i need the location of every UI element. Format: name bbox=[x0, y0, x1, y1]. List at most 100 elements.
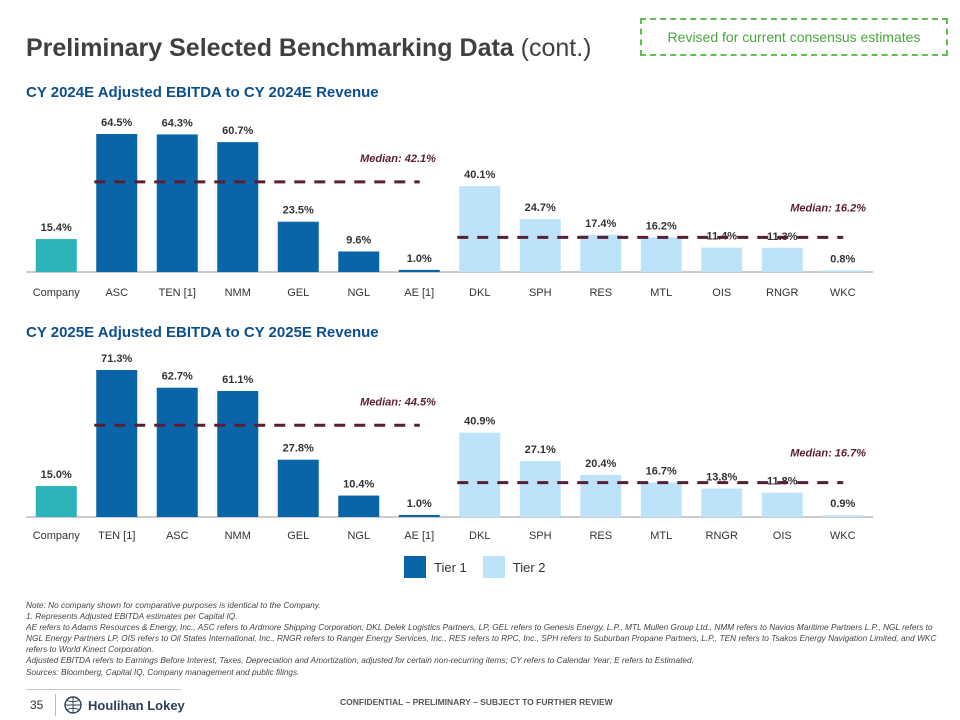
data-label-ngl: 9.6% bbox=[346, 234, 371, 246]
logo-text: Houlihan Lokey bbox=[88, 697, 185, 713]
bar-ae-1 bbox=[398, 514, 440, 517]
category-label-nmm: NMM bbox=[225, 530, 251, 542]
data-label-ae-1: 1.0% bbox=[407, 498, 432, 510]
category-label-gel: GEL bbox=[287, 530, 309, 542]
data-label-company: 15.4% bbox=[41, 222, 72, 234]
category-label-ae-1: AE [1] bbox=[404, 287, 434, 299]
category-label-res: RES bbox=[589, 287, 612, 299]
category-label-asc: ASC bbox=[105, 287, 128, 299]
data-label-wkc: 0.8% bbox=[830, 253, 855, 265]
chart-title-2025: CY 2025E Adjusted EBITDA to CY 2025E Rev… bbox=[26, 324, 379, 341]
bar-rngr bbox=[761, 247, 803, 272]
page-title-main: Preliminary Selected Benchmarking Data bbox=[26, 34, 514, 62]
data-label-asc: 64.5% bbox=[101, 117, 132, 129]
category-label-ois: OIS bbox=[712, 287, 731, 299]
category-label-res: RES bbox=[589, 530, 612, 542]
bar-nmm bbox=[217, 142, 259, 272]
category-label-dkl: DKL bbox=[469, 530, 490, 542]
footer-divider bbox=[55, 694, 56, 716]
legend-label-tier-1: Tier 1 bbox=[434, 559, 467, 575]
data-label-ngl: 10.4% bbox=[343, 479, 374, 491]
median-label-tier-1: Median: 44.5% bbox=[360, 396, 436, 408]
data-label-rngr: 13.8% bbox=[706, 472, 737, 484]
median-label-tier-2: Median: 16.7% bbox=[790, 448, 866, 460]
bar-mtl bbox=[640, 237, 682, 272]
category-label-rngr: RNGR bbox=[706, 530, 738, 542]
bar-asc bbox=[156, 387, 198, 517]
globe-logo-icon bbox=[64, 696, 82, 714]
footnote-company-names: AE refers to Adams Resources & Energy, I… bbox=[26, 622, 937, 655]
data-label-sph: 27.1% bbox=[525, 444, 556, 456]
bar-company bbox=[35, 239, 77, 272]
data-label-gel: 27.8% bbox=[283, 443, 314, 455]
category-label-ae-1: AE [1] bbox=[404, 530, 434, 542]
category-label-sph: SPH bbox=[529, 530, 552, 542]
category-label-nmm: NMM bbox=[225, 287, 251, 299]
page-number: 35 bbox=[30, 698, 44, 712]
category-label-gel: GEL bbox=[287, 287, 309, 299]
revised-estimates-callout: Revised for current consensus estimates bbox=[640, 18, 948, 56]
category-label-mtl: MTL bbox=[650, 530, 672, 542]
bar-dkl bbox=[459, 432, 501, 517]
footnote-definitions: Adjusted EBITDA refers to Earnings Befor… bbox=[26, 655, 694, 666]
category-label-ten-1: TEN [1] bbox=[159, 287, 196, 299]
ebitda-margin-2025-chart: 15.0% Company 71.3% TEN [1] 62.7% ASC 61.1% NMM… bbox=[26, 353, 873, 542]
legend-swatch-tier-1 bbox=[404, 556, 426, 578]
data-label-ae-1: 1.0% bbox=[407, 253, 432, 265]
bar-ae-1 bbox=[398, 269, 440, 272]
bar-sph bbox=[519, 219, 561, 272]
bar-ngl bbox=[338, 251, 380, 272]
bar-res bbox=[580, 234, 622, 272]
data-label-mtl: 16.7% bbox=[646, 466, 677, 478]
chart-title-2024: CY 2024E Adjusted EBITDA to CY 2024E Rev… bbox=[26, 84, 379, 101]
bar-wkc bbox=[822, 515, 864, 517]
data-label-nmm: 60.7% bbox=[222, 125, 253, 137]
footnote-sources: Sources: Bloomberg, Capital IQ, Company … bbox=[26, 666, 300, 677]
confidential-notice: CONFIDENTIAL – PRELIMINARY – SUBJECT TO … bbox=[340, 697, 613, 707]
bar-ten-1 bbox=[156, 134, 198, 272]
revised-estimates-text: Revised for current consensus estimates bbox=[667, 29, 921, 45]
category-label-company: Company bbox=[33, 287, 81, 299]
bar-dkl bbox=[459, 186, 501, 272]
page-title: Preliminary Selected Benchmarking Data (… bbox=[26, 34, 592, 63]
bar-rngr bbox=[701, 488, 743, 517]
data-label-sph: 24.7% bbox=[525, 202, 556, 214]
ebitda-margin-2024-chart: 15.4% Company 64.5% ASC 64.3% TEN [1] 60.7% NMM… bbox=[26, 117, 873, 299]
bar-ten-1 bbox=[96, 370, 138, 517]
bar-company bbox=[35, 486, 77, 517]
bar-wkc bbox=[822, 270, 864, 272]
footnotes: Note: No company shown for comparative p… bbox=[26, 600, 941, 678]
legend-label-tier-2: Tier 2 bbox=[512, 559, 546, 575]
data-label-dkl: 40.1% bbox=[464, 169, 495, 181]
bar-ngl bbox=[338, 495, 380, 517]
footer-rule bbox=[26, 689, 181, 690]
bar-nmm bbox=[217, 391, 259, 517]
category-label-ngl: NGL bbox=[347, 287, 370, 299]
data-label-nmm: 61.1% bbox=[222, 374, 253, 386]
data-label-ten-1: 64.3% bbox=[162, 117, 193, 129]
data-label-dkl: 40.9% bbox=[464, 416, 495, 428]
category-label-mtl: MTL bbox=[650, 287, 672, 299]
data-label-gel: 23.5% bbox=[283, 205, 314, 217]
data-label-wkc: 0.9% bbox=[830, 498, 855, 510]
bar-ois bbox=[761, 492, 803, 517]
data-label-ten-1: 71.3% bbox=[101, 353, 132, 365]
houlihan-lokey-logo: Houlihan Lokey bbox=[64, 696, 185, 714]
chart-legend: Tier 1 Tier 2 bbox=[404, 556, 562, 578]
data-label-res: 17.4% bbox=[585, 218, 616, 230]
data-label-mtl: 16.2% bbox=[646, 220, 677, 232]
data-label-res: 20.4% bbox=[585, 458, 616, 470]
bar-mtl bbox=[640, 482, 682, 517]
category-label-asc: ASC bbox=[166, 530, 189, 542]
bar-gel bbox=[277, 221, 319, 272]
legend-item-tier-1: Tier 1 bbox=[404, 556, 467, 578]
page-title-sub: (cont.) bbox=[520, 34, 592, 62]
bar-ois bbox=[701, 247, 743, 272]
footnote-disclaimer: Note: No company shown for comparative p… bbox=[26, 600, 321, 610]
median-label-tier-1: Median: 42.1% bbox=[360, 153, 436, 165]
category-label-company: Company bbox=[33, 530, 81, 542]
category-label-wkc: WKC bbox=[830, 530, 856, 542]
bar-asc bbox=[96, 134, 138, 272]
footnote-1: 1. Represents Adjusted EBITDA estimates … bbox=[26, 611, 238, 622]
median-label-tier-2: Median: 16.2% bbox=[790, 202, 866, 214]
